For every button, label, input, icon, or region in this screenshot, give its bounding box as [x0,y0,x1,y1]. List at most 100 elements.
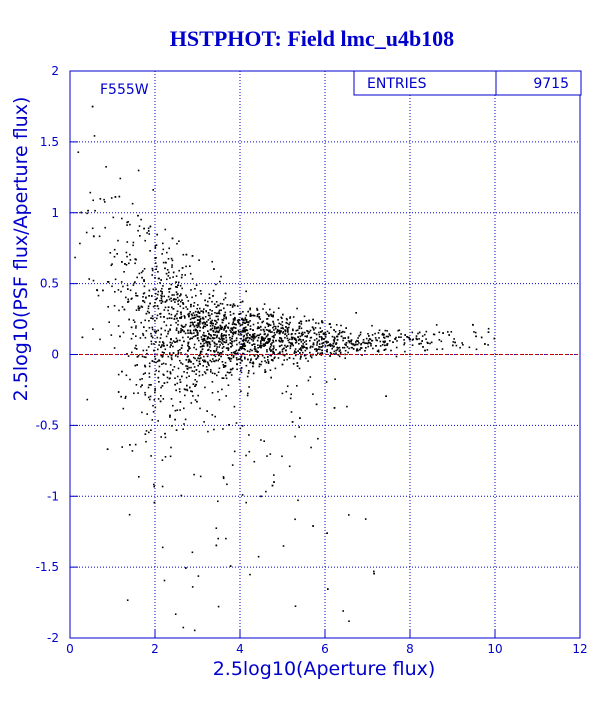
data-point [245,329,248,331]
data-point [239,324,242,326]
data-point [234,316,236,319]
data-point [223,365,226,367]
data-point [186,371,188,374]
data-point [274,356,276,359]
data-point [278,340,281,343]
data-point [188,346,190,348]
data-point [273,347,275,349]
data-point [230,346,232,348]
data-point [168,288,170,290]
data-point [122,331,125,334]
data-point [208,332,210,335]
data-point [326,348,328,351]
data-point [119,335,121,338]
data-point [211,313,213,315]
data-point [138,309,140,311]
data-point [313,332,316,334]
data-point [169,346,171,348]
data-point [256,350,258,352]
data-point [220,335,223,338]
data-point [185,323,187,326]
data-point [160,436,162,438]
data-point [131,351,133,354]
data-point [289,397,292,400]
data-point [157,420,159,422]
data-point [244,318,246,321]
data-point [223,334,225,336]
data-point [144,394,147,396]
data-point [181,299,183,301]
data-point [223,314,225,317]
data-point [191,332,193,335]
data-point [189,337,192,340]
data-point [228,322,230,325]
data-point [185,359,188,361]
data-point [357,340,359,342]
data-point [140,271,143,274]
data-point [195,294,197,297]
data-point [254,346,256,348]
data-point [213,354,215,356]
data-point [420,342,422,345]
data-point [173,318,176,320]
stats-entries-label: ENTRIES [367,76,427,92]
data-point [398,336,400,338]
data-point [175,321,177,324]
data-point [172,271,175,274]
data-point [174,418,176,421]
data-point [425,338,427,340]
data-point [253,355,256,357]
data-point [125,251,128,254]
data-point [223,317,225,320]
data-point [110,197,113,199]
data-point [377,350,380,353]
data-points [74,105,496,632]
data-point [252,333,254,336]
data-point [319,346,321,348]
data-point [179,359,181,362]
data-point [243,339,245,341]
data-point [273,325,275,328]
data-point [120,395,122,398]
data-point [169,352,171,354]
data-point [128,513,131,516]
data-point [269,346,272,348]
data-point [281,341,284,343]
data-point [144,391,146,394]
data-point [203,339,205,341]
data-point [375,339,377,341]
data-point [147,396,150,399]
data-point [135,294,137,297]
data-point [237,333,240,336]
data-point [222,377,225,379]
data-point [197,304,199,306]
data-point [279,332,281,334]
data-point [208,297,211,299]
data-point [263,356,266,359]
data-point [288,326,290,329]
data-point [233,326,235,329]
data-point [339,351,342,354]
data-point [131,202,134,205]
data-point [193,302,196,304]
data-point [182,336,184,339]
data-point [241,346,243,348]
data-point [167,355,170,358]
data-point [218,358,221,360]
data-point [242,347,244,350]
data-point [421,340,423,342]
data-point [386,344,388,346]
data-point [232,351,235,354]
data-point [162,373,164,376]
data-point [299,348,302,351]
data-point [247,310,249,313]
data-point [269,329,271,332]
data-point [198,360,201,363]
data-point [244,326,247,329]
data-point [207,330,209,332]
data-point [326,532,328,534]
data-point [162,341,164,343]
data-point [369,342,371,344]
data-point [154,319,156,322]
data-point [199,346,202,348]
